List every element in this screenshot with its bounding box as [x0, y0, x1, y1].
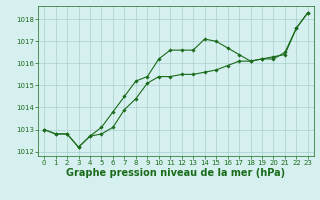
X-axis label: Graphe pression niveau de la mer (hPa): Graphe pression niveau de la mer (hPa)	[67, 168, 285, 178]
